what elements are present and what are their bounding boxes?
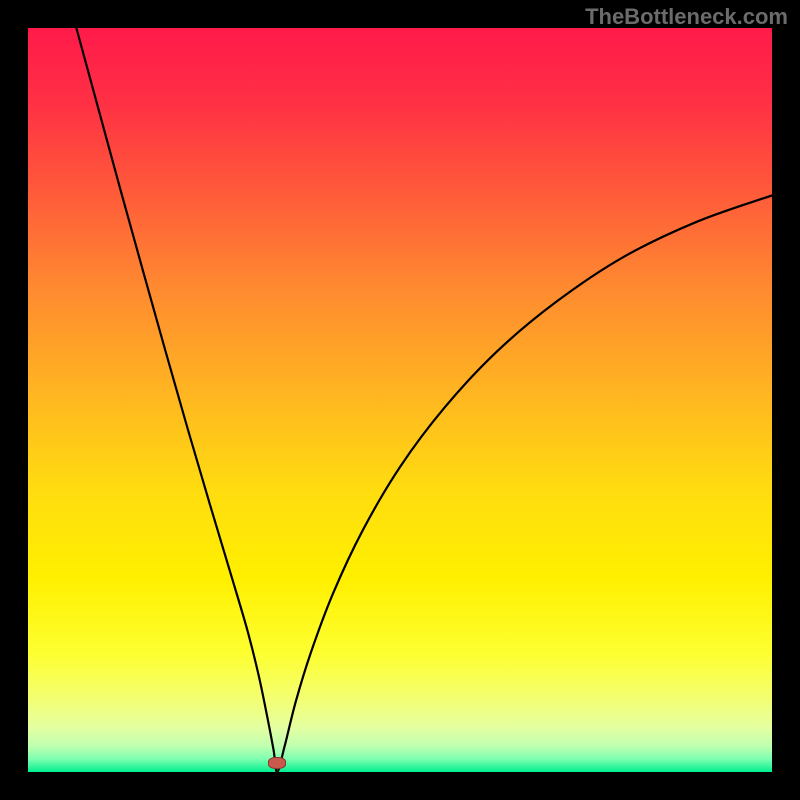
chart-container: TheBottleneck.com [0, 0, 800, 800]
optimum-marker [268, 757, 286, 769]
watermark-text: TheBottleneck.com [585, 4, 788, 30]
plot-area [28, 28, 772, 772]
curve-layer [28, 28, 772, 772]
bottleneck-curve [76, 28, 772, 772]
